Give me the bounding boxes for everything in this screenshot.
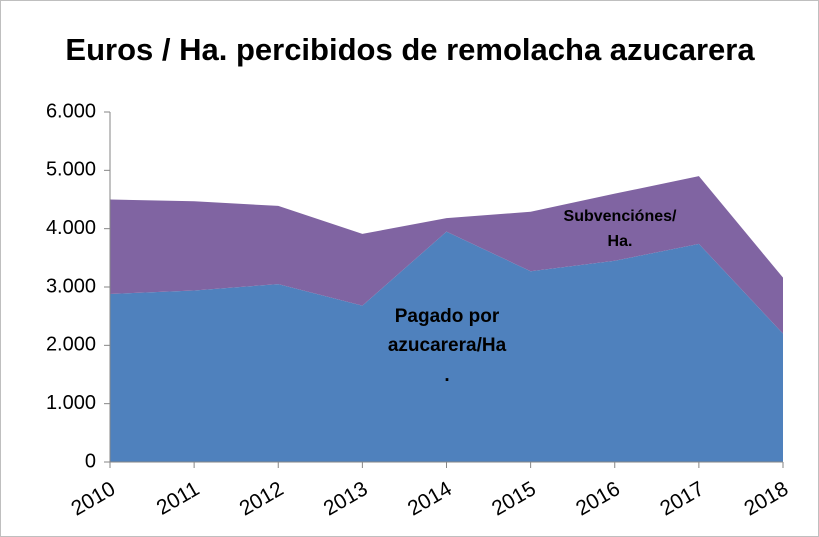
x-tick-label: 2015 bbox=[488, 477, 540, 520]
y-tick-label: 4.000 bbox=[46, 217, 96, 239]
y-tick-label: 5.000 bbox=[46, 159, 96, 181]
y-tick-label: 6.000 bbox=[46, 100, 96, 122]
y-tick-label: 2.000 bbox=[46, 334, 96, 356]
x-tick-label: 2018 bbox=[740, 477, 792, 520]
x-tick-label: 2017 bbox=[656, 477, 708, 520]
x-tick-label: 2010 bbox=[67, 477, 119, 520]
areas bbox=[110, 176, 783, 462]
x-tick-label: 2013 bbox=[320, 477, 372, 520]
x-tick-label: 2012 bbox=[236, 477, 288, 520]
area bbox=[110, 176, 783, 334]
x-tick-label: 2011 bbox=[153, 477, 204, 520]
chart-title: Euros / Ha. percibidos de remolacha azuc… bbox=[65, 32, 755, 67]
series-label: Pagado por azucarera/Ha . bbox=[387, 306, 507, 386]
y-tick-label: 0 bbox=[85, 450, 96, 472]
x-tick-label: 2014 bbox=[404, 477, 456, 520]
area bbox=[110, 231, 783, 462]
y-tick-label: 3.000 bbox=[46, 275, 96, 297]
y-tick-label: 1.000 bbox=[46, 392, 96, 414]
x-tick-label: 2016 bbox=[572, 477, 624, 520]
series-label: Subvenciónes/ Ha. bbox=[563, 208, 677, 250]
